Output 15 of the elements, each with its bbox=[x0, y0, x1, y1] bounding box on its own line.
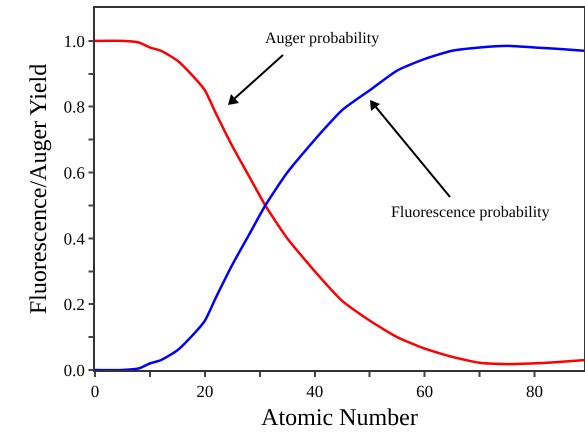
x-tick-label: 0 bbox=[90, 382, 100, 402]
x-tick-label: 40 bbox=[306, 382, 324, 402]
y-tick-label: 0.0 bbox=[64, 360, 85, 380]
x-tick-label: 80 bbox=[526, 382, 544, 402]
x-tick-label: 60 bbox=[416, 382, 434, 402]
annotation: Fluorescence probability bbox=[391, 204, 550, 221]
y-tick-label: 0.8 bbox=[64, 98, 85, 117]
y-tick-label: 1.0 bbox=[64, 32, 85, 51]
annotation: Auger probability bbox=[265, 30, 380, 47]
x-tick-label: 20 bbox=[196, 382, 214, 402]
y-tick-label: 0.6 bbox=[64, 164, 85, 182]
x-axis-title: Atomic Number bbox=[261, 404, 418, 431]
y-axis-title: Fluorescence/Auger Yield bbox=[26, 64, 52, 314]
y-tick-label: 0.4 bbox=[64, 229, 86, 248]
y-tick-label: 0.2 bbox=[64, 295, 85, 314]
